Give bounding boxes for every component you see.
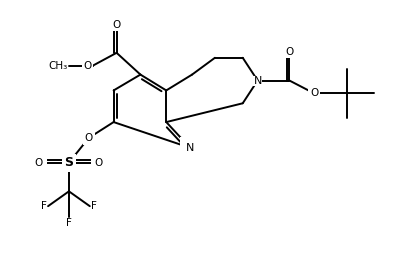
Text: O: O (95, 158, 103, 168)
Text: F: F (91, 201, 97, 211)
Text: O: O (84, 61, 92, 71)
Text: O: O (113, 20, 121, 30)
Text: O: O (85, 133, 93, 143)
Text: CH₃: CH₃ (49, 61, 68, 71)
Text: F: F (41, 201, 47, 211)
Text: O: O (35, 158, 43, 168)
Text: S: S (64, 156, 73, 169)
Text: O: O (310, 88, 318, 98)
Text: N: N (253, 76, 262, 86)
Text: N: N (186, 143, 194, 153)
Text: O: O (285, 47, 293, 57)
Text: F: F (66, 218, 72, 228)
